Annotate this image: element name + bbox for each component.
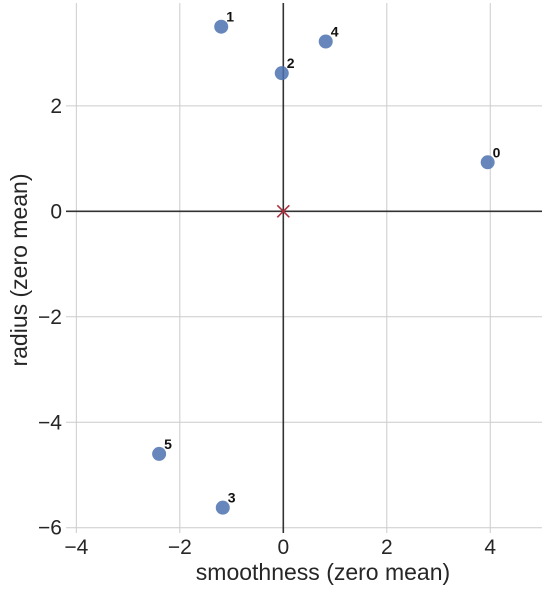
x-tick-label: −4 <box>64 536 88 559</box>
point-label-5: 5 <box>164 436 172 452</box>
data-point-5 <box>152 446 167 461</box>
point-label-4: 4 <box>331 23 339 39</box>
point-label-3: 3 <box>228 490 236 506</box>
data-point-4 <box>318 34 333 49</box>
x-tick-label: 2 <box>381 536 393 559</box>
zero-lines <box>66 3 542 533</box>
point-labels: 0 1 2 3 4 5 <box>164 9 501 506</box>
point-label-0: 0 <box>493 144 501 160</box>
center-marker <box>276 204 290 218</box>
x-axis-label: smoothness (zero mean) <box>196 559 450 585</box>
y-tick-label: −4 <box>38 411 62 434</box>
data-point-0 <box>480 155 495 170</box>
center-x-marker <box>276 204 290 218</box>
y-tick-label: −2 <box>38 306 62 329</box>
data-points <box>152 19 495 515</box>
grid-lines <box>66 3 542 533</box>
x-tick-label: 4 <box>484 536 496 559</box>
x-tick-label: 0 <box>277 536 289 559</box>
data-point-2 <box>274 66 289 81</box>
x-tick-labels: −4 −2 0 2 4 <box>64 536 496 559</box>
y-tick-label: 2 <box>50 95 62 118</box>
y-tick-label: 0 <box>50 200 62 223</box>
point-label-1: 1 <box>226 9 234 25</box>
y-axis-label: radius (zero mean) <box>6 173 32 366</box>
y-tick-label: −6 <box>38 517 62 540</box>
data-point-3 <box>215 500 230 515</box>
data-point-1 <box>214 19 229 34</box>
y-tick-labels: −6 −4 −2 0 2 <box>38 95 62 540</box>
point-label-2: 2 <box>287 55 295 71</box>
x-tick-label: −2 <box>168 536 192 559</box>
